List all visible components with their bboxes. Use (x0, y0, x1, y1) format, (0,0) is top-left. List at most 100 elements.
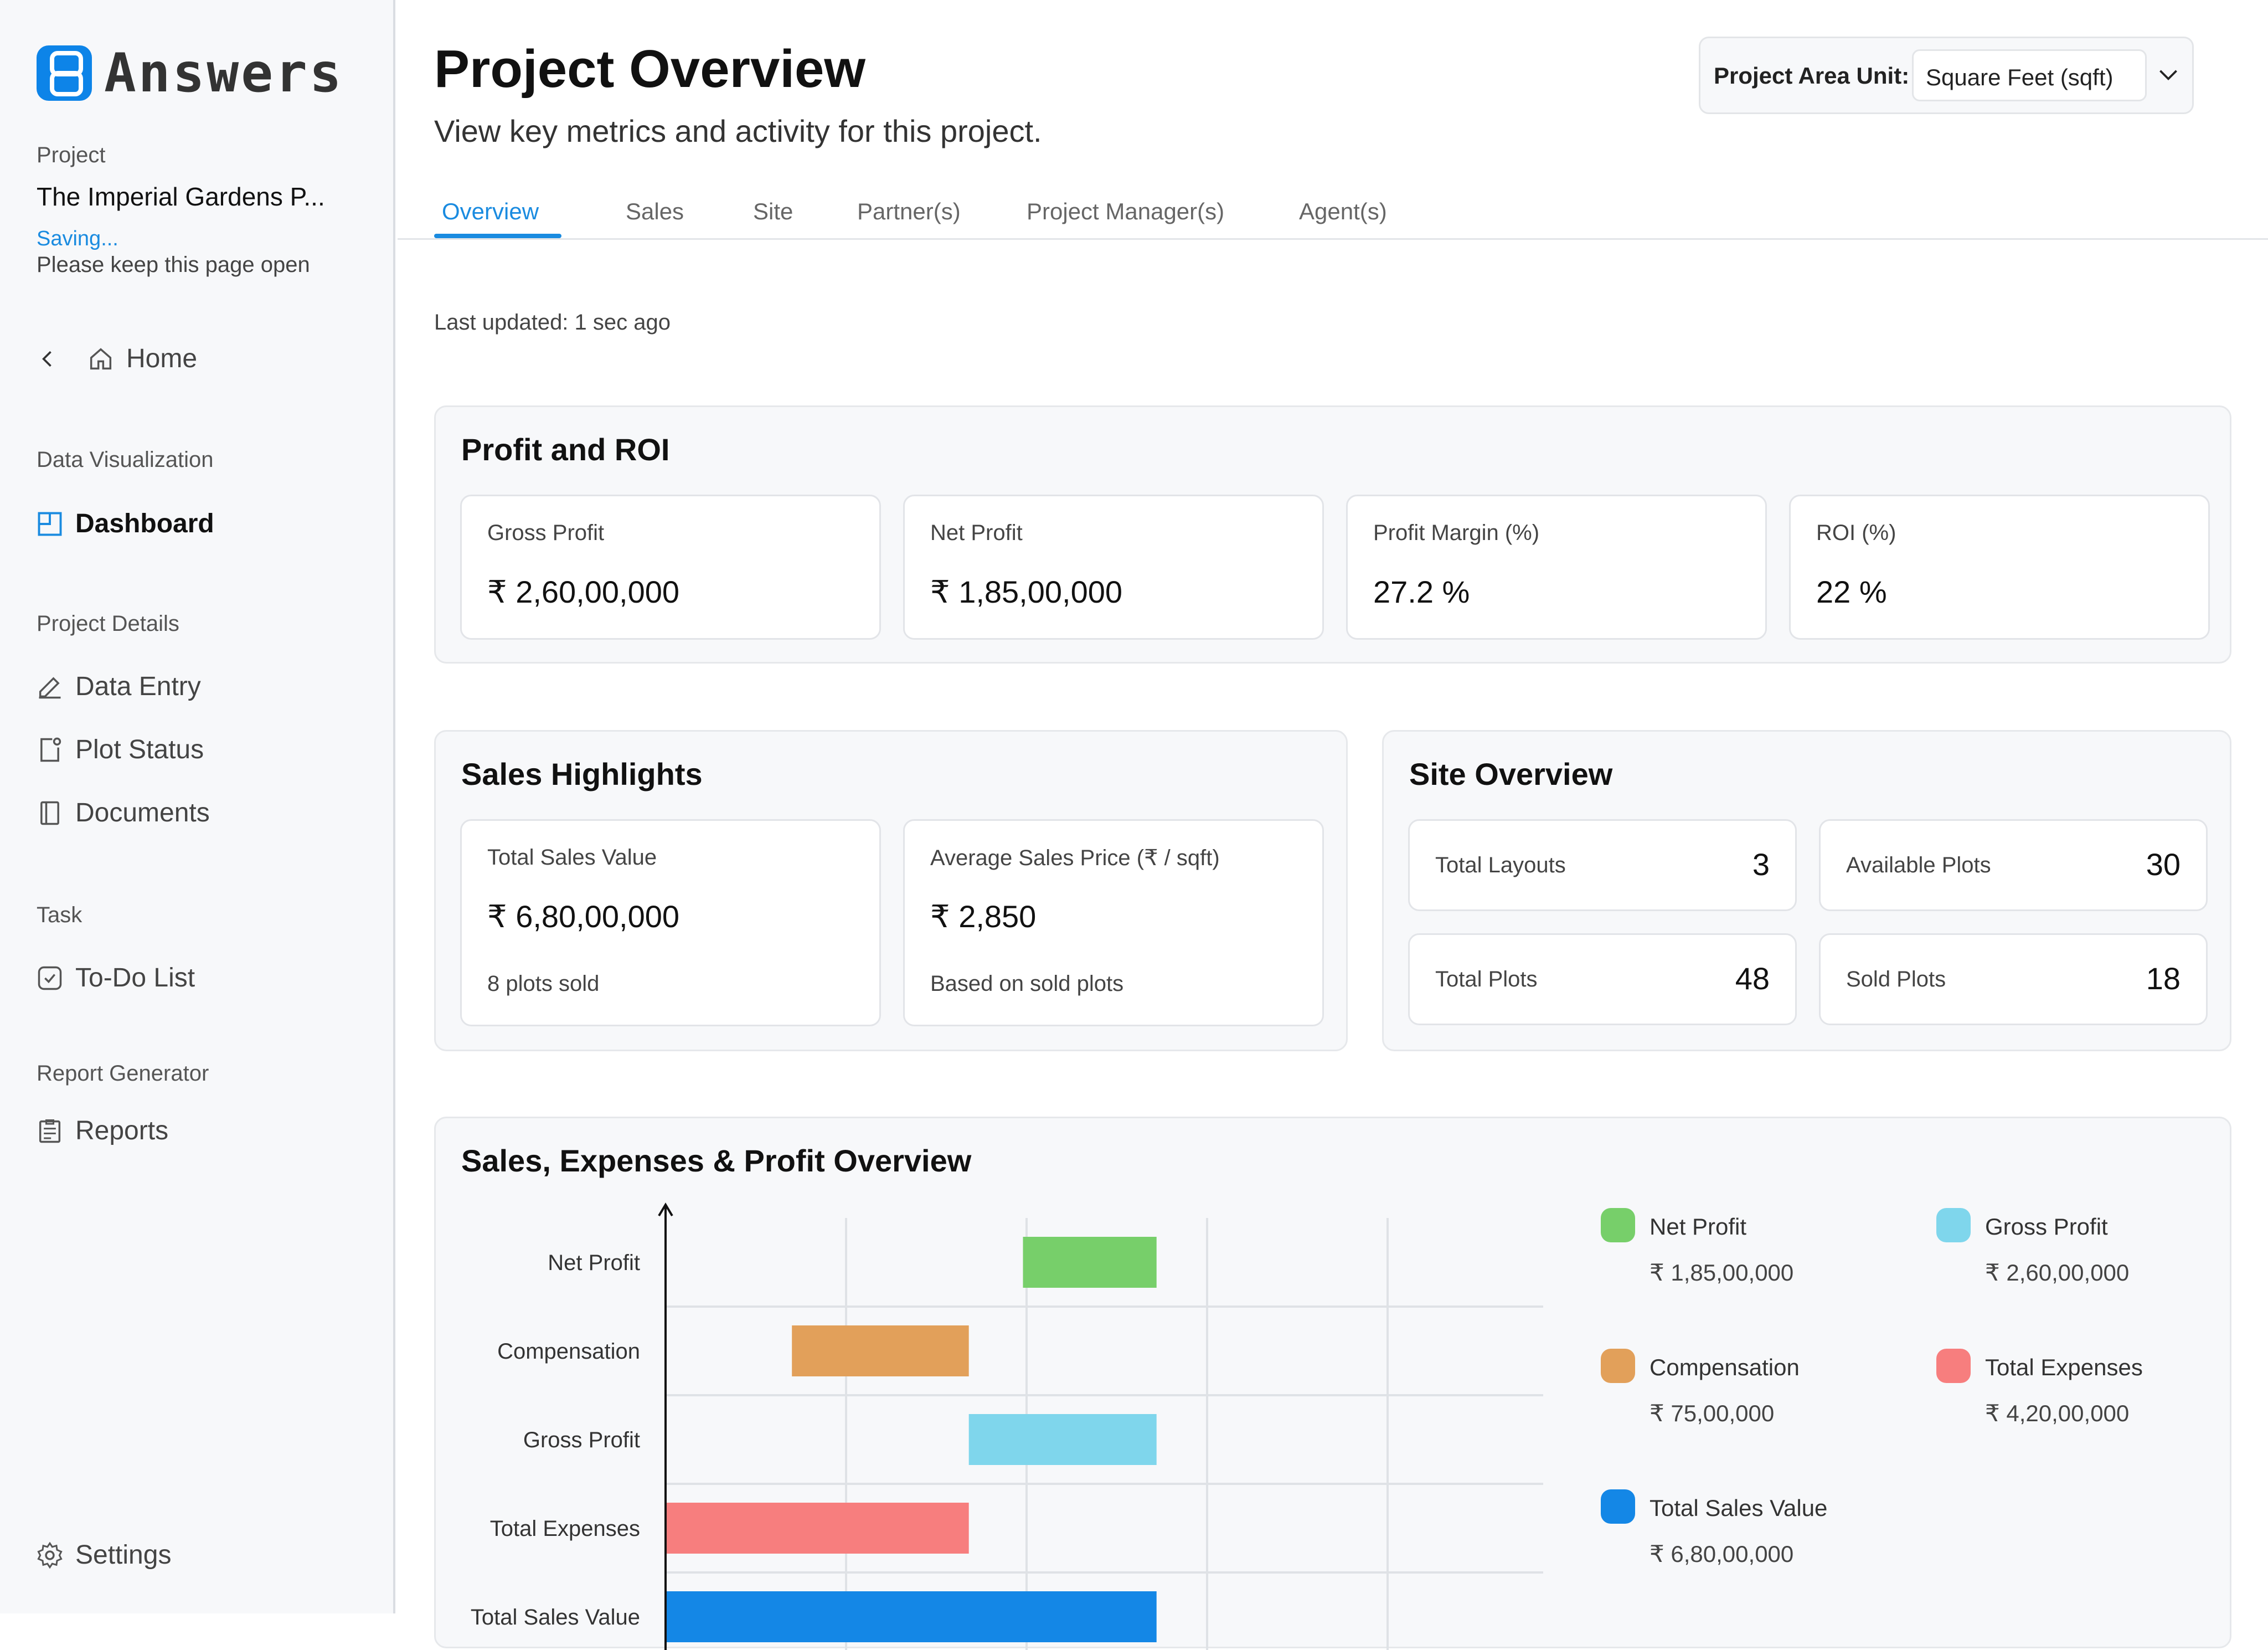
site-value: 18 (2146, 961, 2181, 996)
site-value: 48 (1735, 961, 1770, 996)
main-content: Project Overview View key metrics and ac… (398, 0, 2268, 1650)
gear-icon (37, 1541, 63, 1569)
logo-text: Answers (104, 42, 344, 104)
section-task: Task (37, 903, 83, 927)
sidebar-item-label: Settings (75, 1540, 172, 1570)
profit-roi-card: Profit and ROI Gross Profit ₹ 2,60,00,00… (434, 405, 2231, 664)
kpi-value: ₹ 2,850 (930, 899, 1037, 934)
bar-chart: Net Profit Compensation Gross Profit Total … (471, 1202, 1543, 1650)
y-tick-label: Net Profit (548, 1251, 640, 1275)
legend-label: Gross Profit (1985, 1214, 2108, 1240)
legend-label: Net Profit (1650, 1214, 1747, 1240)
site-sold-plots: Sold Plots 18 (1819, 933, 2208, 1025)
tab-partners[interactable]: Partner(s) (857, 198, 961, 224)
sidebar-item-plot-status[interactable]: Plot Status (35, 734, 204, 765)
edit-icon (39, 676, 61, 698)
tabs-divider (398, 238, 2268, 240)
tab-sales[interactable]: Sales (626, 198, 684, 224)
kpi-label: Profit Margin (%) (1373, 521, 1540, 545)
legend-value: ₹ 4,20,00,000 (1985, 1400, 2130, 1426)
sidebar-item-todo[interactable]: To-Do List (35, 963, 195, 993)
section-report-generator: Report Generator (37, 1061, 209, 1086)
kpi-label: Total Sales Value (487, 845, 657, 870)
legend-swatch (1936, 1349, 1971, 1383)
kpi-label: Average Sales Price (₹ / sqft) (930, 846, 1220, 870)
site-label: Sold Plots (1846, 967, 1946, 991)
site-label: Total Layouts (1435, 853, 1566, 877)
unit-label: Project Area Unit: (1714, 63, 1910, 89)
site-label: Total Plots (1435, 967, 1538, 991)
section-data-visualization: Data Visualization (37, 448, 214, 472)
project-name[interactable]: The Imperial Gardens P... (37, 182, 325, 211)
sales-highlights-card: Sales Highlights Total Sales Value ₹ 6,8… (434, 730, 1348, 1051)
sidebar-item-settings[interactable]: Settings (35, 1540, 171, 1570)
legend-swatch (1601, 1349, 1635, 1383)
sidebar-item-label: Reports (75, 1116, 169, 1145)
site-total-layouts: Total Layouts 3 (1408, 819, 1797, 911)
site-label: Available Plots (1846, 853, 1991, 877)
unit-select[interactable]: Square Feet (sqft) (1912, 49, 2147, 101)
reports-icon (39, 1119, 61, 1143)
home-label: Home (126, 344, 198, 373)
sidebar-item-data-entry[interactable]: Data Entry (35, 671, 201, 702)
sidebar-item-dashboard[interactable]: Dashboard (35, 508, 214, 539)
legend-label: Compensation (1650, 1354, 1800, 1380)
kpi-profit-margin: Profit Margin (%) 27.2 % (1346, 495, 1767, 640)
last-updated: Last updated: 1 sec ago (434, 310, 671, 335)
tab-overview[interactable]: Overview (442, 198, 539, 224)
site-total-plots: Total Plots 48 (1408, 933, 1797, 1025)
section-project-details: Project Details (37, 611, 179, 636)
sidebar-item-label: Plot Status (75, 735, 204, 764)
home-link[interactable]: Home (35, 343, 197, 374)
kpi-label: Net Profit (930, 521, 1023, 545)
y-tick-label: Total Sales Value (471, 1605, 640, 1630)
kpi-average-sales-price: Average Sales Price (₹ / sqft) ₹ 2,850 B… (903, 819, 1324, 1026)
kpi-note: 8 plots sold (487, 972, 600, 996)
tab-agents[interactable]: Agent(s) (1299, 198, 1387, 224)
bar-net-profit (1023, 1237, 1157, 1288)
site-overview-card: Site Overview Total Layouts 3 Available … (1382, 730, 2231, 1051)
project-area-unit: Project Area Unit: Square Feet (sqft) (1699, 37, 2194, 114)
page-title: Project Overview (434, 39, 866, 99)
sidebar-item-label: To-Do List (75, 963, 195, 993)
sidebar-item-label: Documents (75, 798, 210, 827)
chevron-left-icon (42, 351, 51, 367)
keep-open-notice: Please keep this page open (37, 253, 310, 277)
kpi-note: Based on sold plots (930, 972, 1124, 996)
bar-compensation (792, 1325, 969, 1376)
site-overview-title: Site Overview (1409, 757, 1613, 791)
legend-label: Total Sales Value (1650, 1495, 1828, 1521)
page-subtitle: View key metrics and activity for this p… (434, 114, 1042, 148)
todo-icon (38, 966, 62, 990)
y-axis-arrow (658, 1202, 673, 1217)
y-tick-label: Compensation (497, 1339, 640, 1364)
site-value: 30 (2146, 847, 2181, 882)
sidebar-item-label: Data Entry (75, 672, 201, 701)
project-label: Project (37, 143, 106, 167)
sidebar-item-documents[interactable]: Documents (35, 798, 210, 828)
kpi-net-profit: Net Profit ₹ 1,85,00,000 (903, 495, 1324, 640)
chevron-down-icon[interactable] (2154, 60, 2182, 88)
legend-swatch (1601, 1489, 1635, 1524)
logo[interactable]: Answers (37, 42, 344, 104)
kpi-total-sales-value: Total Sales Value ₹ 6,80,00,000 8 plots … (460, 819, 881, 1026)
y-tick-label: Total Expenses (490, 1517, 640, 1541)
sales-highlights-title: Sales Highlights (461, 757, 703, 791)
chart-card: Sales, Expenses & Profit Overview Net Pr… (434, 1117, 2231, 1650)
home-icon (90, 347, 112, 369)
kpi-value: 22 % (1816, 574, 1887, 609)
legend-value: ₹ 75,00,000 (1650, 1400, 1775, 1426)
bar-total-expenses (666, 1503, 969, 1554)
tab-site[interactable]: Site (753, 198, 793, 224)
profit-roi-title: Profit and ROI (461, 432, 670, 467)
tab-project-managers[interactable]: Project Manager(s) (1027, 198, 1225, 224)
chart-title: Sales, Expenses & Profit Overview (461, 1143, 972, 1178)
site-value: 3 (1752, 847, 1770, 882)
kpi-value: 27.2 % (1373, 574, 1470, 609)
legend-value: ₹ 1,85,00,000 (1650, 1260, 1794, 1286)
sidebar-item-reports[interactable]: Reports (35, 1116, 168, 1146)
kpi-gross-profit: Gross Profit ₹ 2,60,00,000 (460, 495, 881, 640)
kpi-label: Gross Profit (487, 521, 605, 545)
sidebar-item-label: Dashboard (75, 509, 214, 538)
bar-gross-profit (968, 1414, 1157, 1465)
